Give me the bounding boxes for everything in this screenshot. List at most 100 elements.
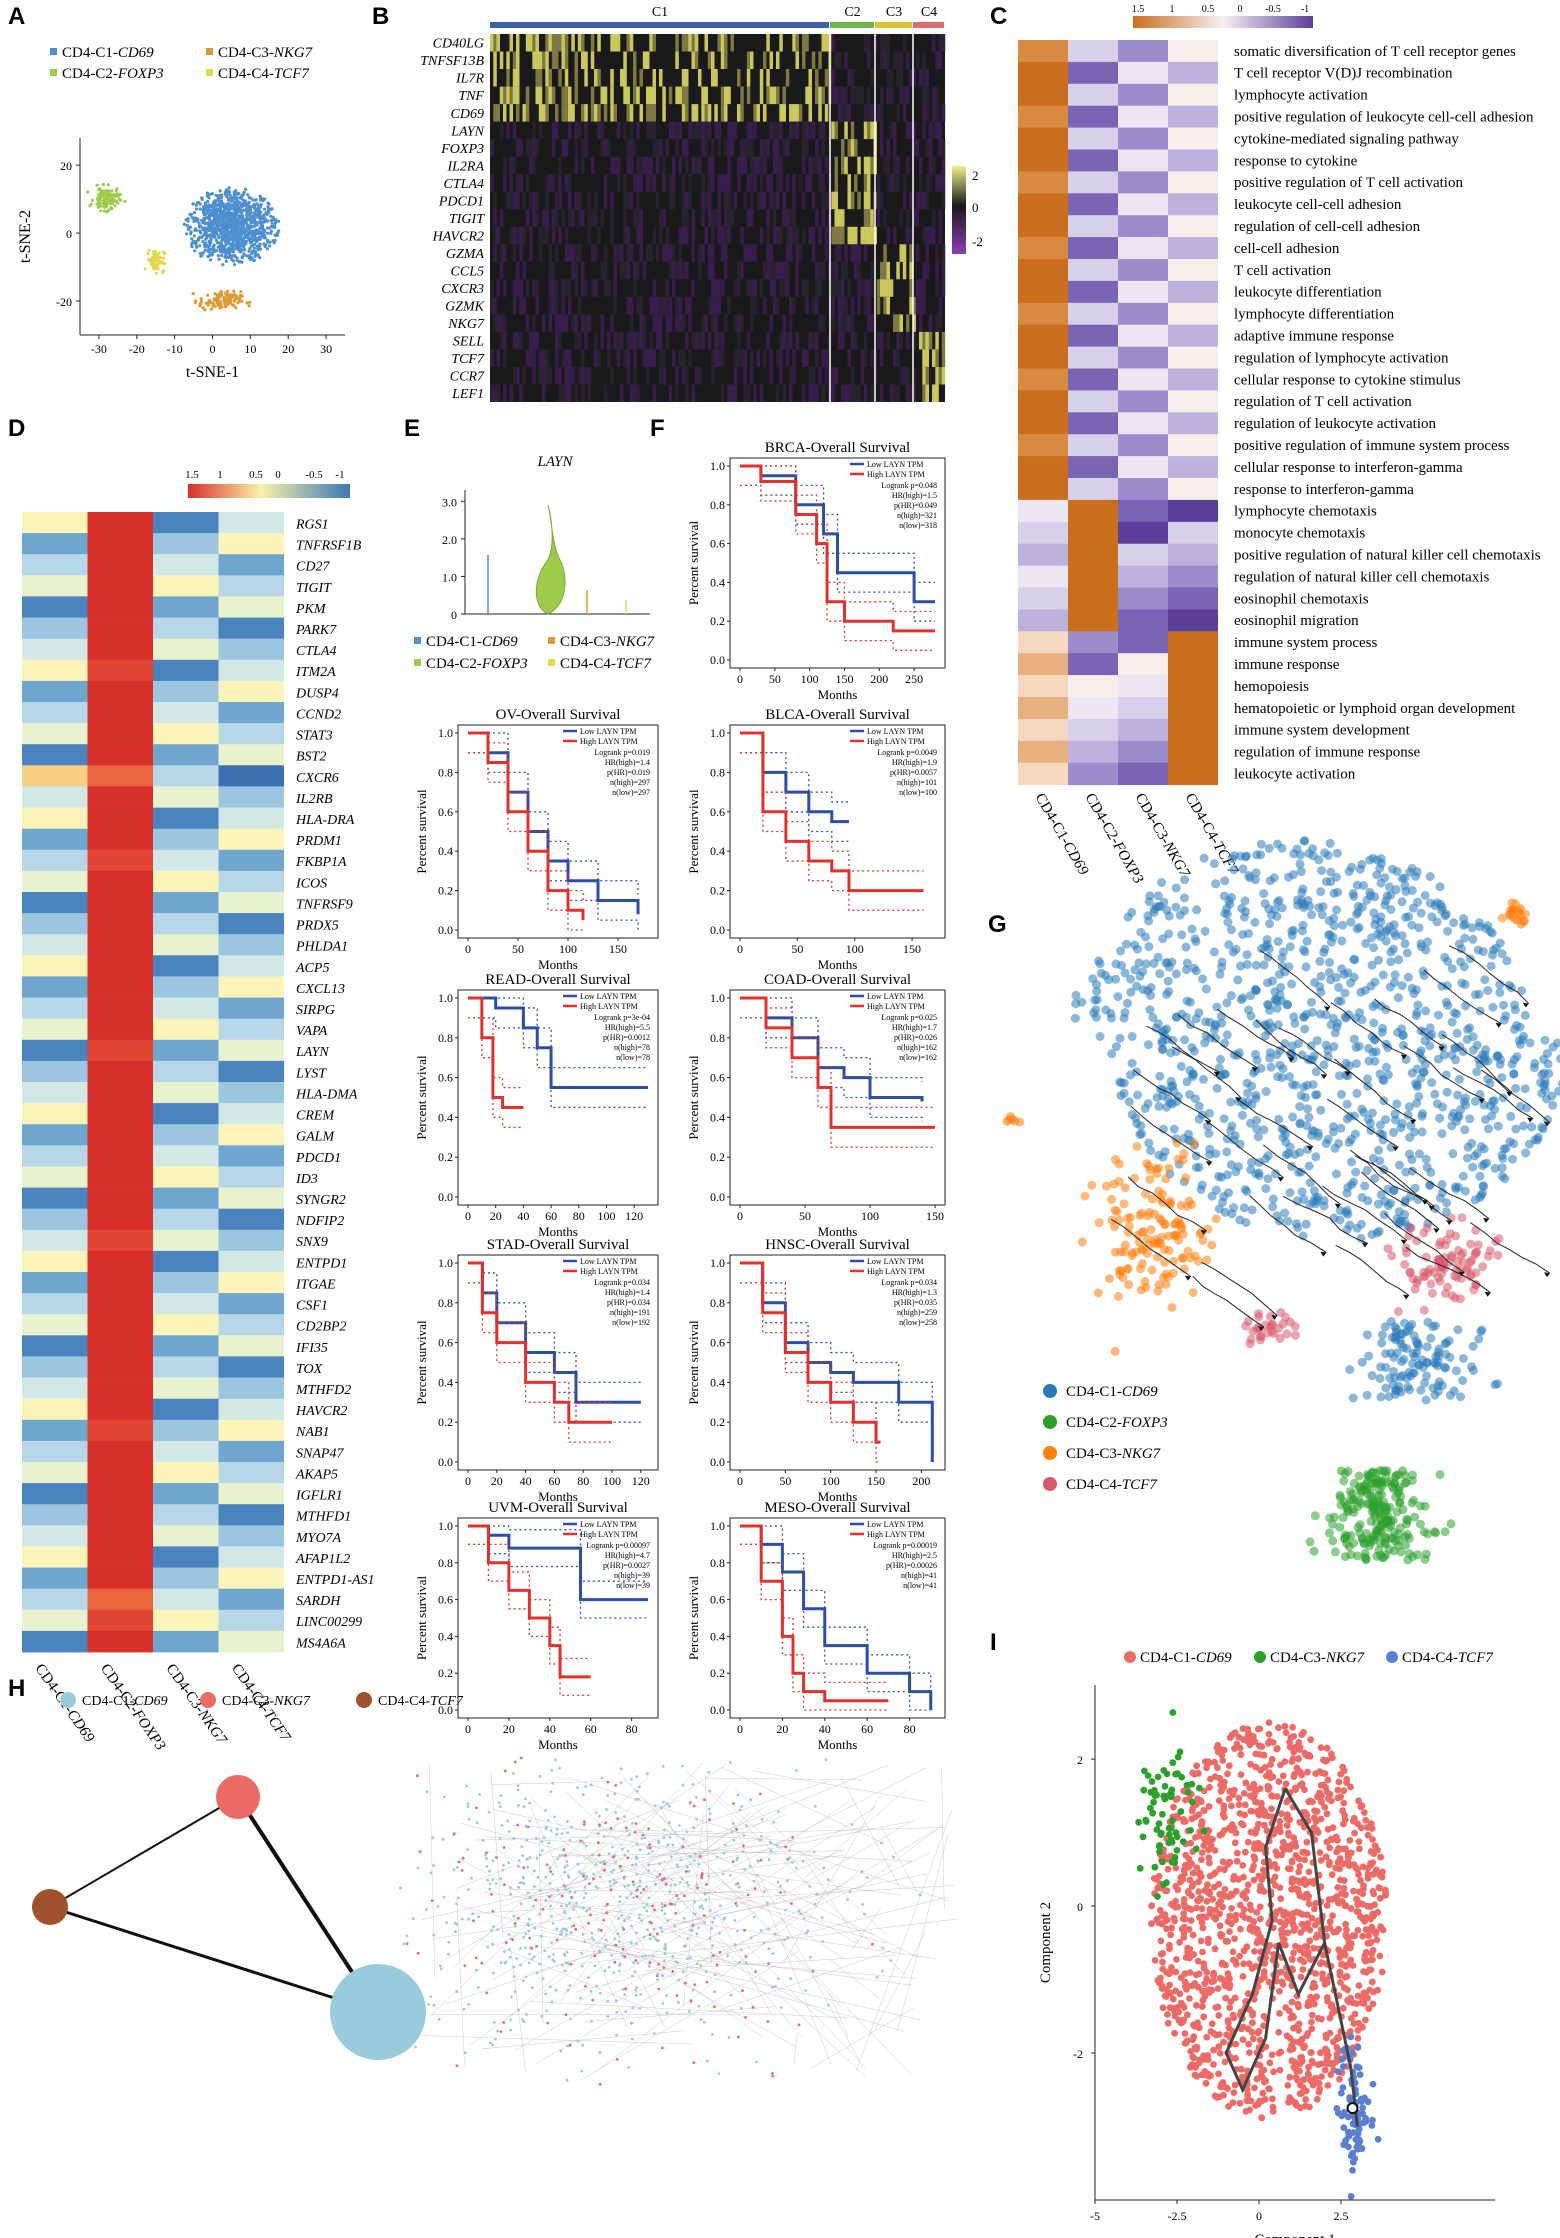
cell-point xyxy=(1402,1373,1412,1383)
heatmap-cell xyxy=(685,104,689,122)
cell-point xyxy=(1391,1335,1401,1345)
heatmap-cell xyxy=(22,1630,88,1653)
cell-point xyxy=(1305,1537,1315,1547)
gene-label: DUSP4 xyxy=(295,686,339,701)
point xyxy=(260,230,264,234)
heatmap-cell xyxy=(594,349,598,367)
heatmap-cell xyxy=(815,69,819,87)
heatmap-cell xyxy=(519,279,523,297)
x-tick-label: 0 xyxy=(465,1209,471,1223)
heatmap-cell xyxy=(785,209,790,227)
point xyxy=(96,198,100,202)
cell-point xyxy=(1540,1035,1550,1045)
stat-line: n(high)=191 xyxy=(610,1308,650,1317)
cell-point xyxy=(1511,1083,1521,1093)
heatmap-cell xyxy=(672,191,676,210)
point xyxy=(236,202,240,206)
stat-line: Logrank p=0.019 xyxy=(594,748,650,757)
cell-point xyxy=(1207,1191,1217,1201)
heatmap-cell xyxy=(837,296,842,315)
heatmap-cell xyxy=(22,554,88,576)
cell-point xyxy=(1417,1355,1427,1365)
point xyxy=(107,196,111,200)
cell-point xyxy=(1418,1109,1427,1119)
cell-point xyxy=(1509,1069,1519,1079)
point xyxy=(224,240,228,245)
cluster-label: C1 xyxy=(652,5,668,20)
panel-b-scale: 20-2 xyxy=(972,168,983,249)
gene-label: LAYN xyxy=(295,1045,329,1060)
heatmap-cell xyxy=(863,174,868,192)
heatmap-cell xyxy=(1118,675,1168,698)
heatmap-cell xyxy=(1068,324,1118,348)
heatmap-cell xyxy=(558,69,562,87)
heatmap-cell xyxy=(1118,697,1168,720)
cell-point xyxy=(1253,1132,1263,1142)
heatmap-cell xyxy=(733,367,738,385)
survival-title: READ-Overall Survival xyxy=(485,972,630,988)
cell-point xyxy=(1245,873,1255,883)
heatmap-cell xyxy=(568,191,572,210)
heatmap-cell xyxy=(675,139,679,157)
heatmap-cell xyxy=(153,533,219,555)
y-tick-label: 2.0 xyxy=(442,533,457,547)
cell-point xyxy=(1265,1005,1274,1015)
heatmap-cell xyxy=(1168,259,1218,282)
heatmap-cell xyxy=(893,156,897,175)
stat-line: p(HR)=0.00026 xyxy=(886,1561,937,1570)
heatmap-cell xyxy=(153,617,219,640)
gene-label: HAVCR2 xyxy=(432,229,484,244)
x-tick-label: 150 xyxy=(867,1474,885,1488)
cell-point xyxy=(1433,1348,1443,1357)
point xyxy=(230,246,235,250)
y-tick-label: 0.2 xyxy=(438,1415,453,1429)
heatmap-cell xyxy=(750,174,754,192)
heatmap-cell xyxy=(906,209,910,227)
cell-point xyxy=(1187,924,1197,934)
heatmap-cell xyxy=(571,261,575,280)
heatmap-cell xyxy=(704,34,708,52)
heatmap-cell xyxy=(880,139,884,157)
heatmap-cell xyxy=(1118,259,1168,282)
point xyxy=(249,224,254,228)
point xyxy=(238,296,242,300)
cell-point xyxy=(1411,1011,1421,1021)
heatmap-cell xyxy=(685,367,689,385)
heatmap-cell xyxy=(668,384,673,402)
heatmap-cell xyxy=(594,209,598,227)
legend-high: High LAYN TPM xyxy=(580,1530,638,1539)
heatmap-cell xyxy=(610,209,614,227)
heatmap-cell xyxy=(704,86,708,105)
cell-point xyxy=(1307,1130,1317,1140)
heatmap-cell xyxy=(880,86,884,105)
heatmap-cell xyxy=(782,139,786,157)
heatmap-cell xyxy=(681,367,686,385)
heatmap-cell xyxy=(870,104,874,122)
y-tick-label: 0 xyxy=(66,227,72,241)
heatmap-cell xyxy=(811,384,816,402)
heatmap-cell xyxy=(639,156,643,175)
cell-point xyxy=(1182,996,1192,1006)
gene-label: ITGAE xyxy=(295,1277,336,1292)
cell-point xyxy=(1287,926,1297,936)
heatmap-cell xyxy=(707,191,712,210)
heatmap-cell xyxy=(1068,346,1118,369)
point xyxy=(107,208,111,212)
gene-label: SELL xyxy=(453,335,484,350)
heatmap-cell xyxy=(724,261,728,280)
heatmap-cell xyxy=(941,104,946,122)
heatmap-cell xyxy=(815,296,819,315)
heatmap-cell xyxy=(831,279,835,297)
gene-label: CTLA4 xyxy=(444,177,484,192)
heatmap-cell xyxy=(538,69,543,87)
scale-label: 1.5 xyxy=(185,469,199,481)
heatmap-cell xyxy=(753,244,757,262)
point xyxy=(193,300,197,304)
heatmap-cell xyxy=(584,51,588,69)
point xyxy=(243,248,247,252)
heatmap-cell xyxy=(493,51,497,69)
heatmap-cell xyxy=(691,209,695,227)
cell-point xyxy=(1346,917,1356,927)
heatmap-cell xyxy=(535,69,539,87)
x-tick-label: 20 xyxy=(491,1474,503,1488)
